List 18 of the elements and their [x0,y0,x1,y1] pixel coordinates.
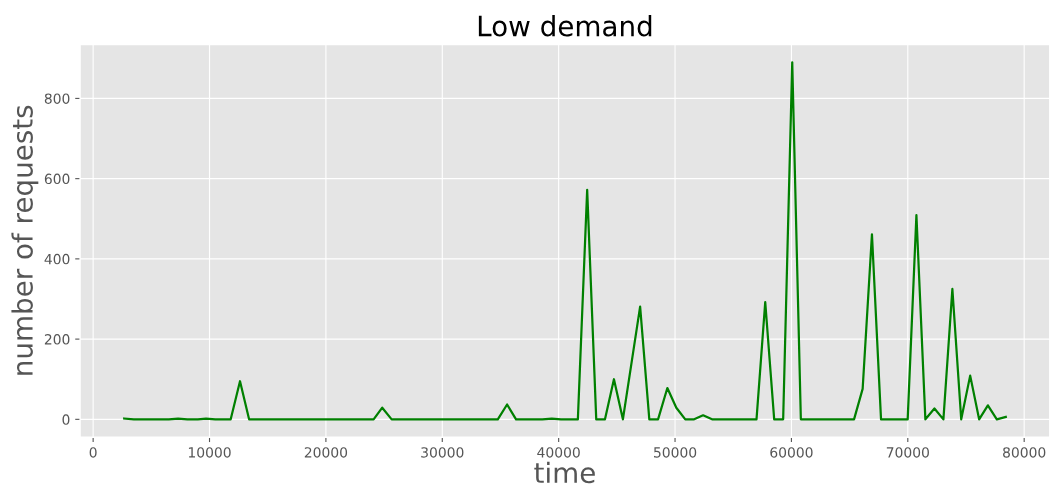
x-tick-label: 80000 [1003,447,1046,458]
x-axis-title: time [534,461,595,484]
y-tick-label: 400 [44,253,70,265]
x-tick-label: 20000 [304,447,348,458]
x-tick-label: 40000 [537,447,580,458]
y-tick-label: 0 [62,414,70,425]
x-tick-label: 30000 [421,447,464,458]
x-tick-label: 70000 [886,447,929,458]
line-series [123,61,1007,421]
x-tick-label: 50000 [654,447,697,458]
y-tick-label: 800 [44,93,70,104]
y-tick-label: 200 [44,334,70,345]
x-tick-label: 10000 [188,447,231,458]
y-tick-label: 600 [44,173,70,185]
chart-title: Low demand [478,15,652,37]
x-tick-label: 0 [89,447,97,458]
y-axis-title: number of requests [11,105,39,375]
x-tick-label: 60000 [770,447,813,458]
